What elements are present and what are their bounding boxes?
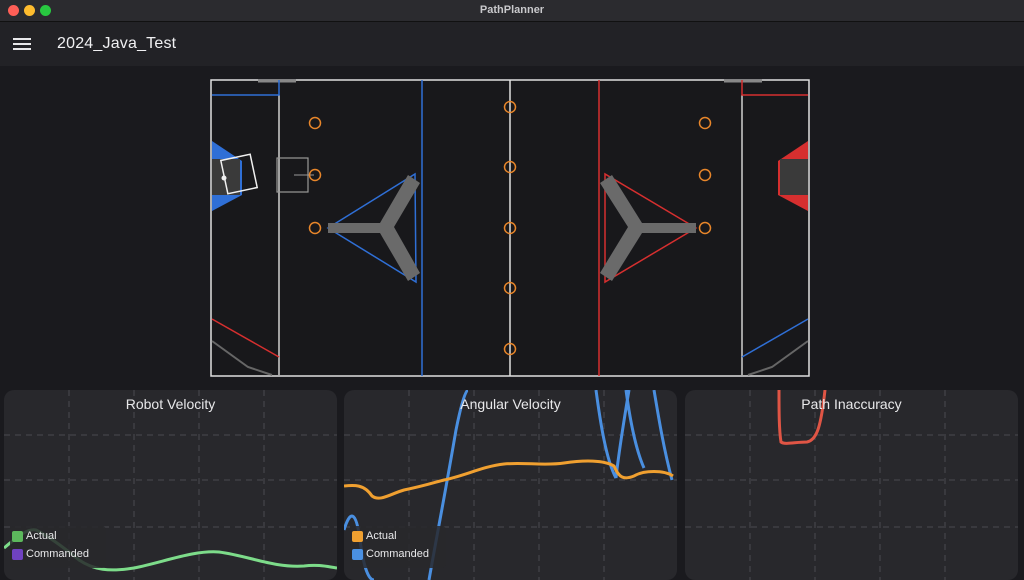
close-window-button[interactable] [8, 5, 19, 16]
legend-label: Commanded [366, 548, 429, 560]
legend-label: Actual [366, 530, 397, 542]
legend-swatch [12, 549, 23, 560]
legend-swatch [352, 531, 363, 542]
legend-item-actual: Actual [350, 528, 446, 544]
field-canvas[interactable] [210, 79, 810, 377]
robot-velocity-legend: Actual Commanded [10, 526, 106, 568]
angular-velocity-card: Angular Velocity Actual Commanded [344, 390, 677, 580]
field-drawing [210, 79, 810, 377]
menu-icon[interactable] [12, 34, 32, 54]
robot-velocity-title: Robot Velocity [125, 396, 216, 412]
angular-velocity-legend: Actual Commanded [350, 526, 446, 568]
window-title: PathPlanner [479, 4, 545, 16]
legend-item-commanded: Commanded [10, 546, 106, 562]
angular-velocity-title: Angular Velocity [460, 396, 561, 412]
legend-item-commanded: Commanded [350, 546, 446, 562]
legend-item-actual: Actual [10, 528, 106, 544]
window-titlebar: PathPlanner [0, 0, 1024, 22]
maximize-window-button[interactable] [40, 5, 51, 16]
legend-swatch [352, 549, 363, 560]
path-inaccuracy-plot [685, 390, 1018, 580]
legend-label: Commanded [26, 548, 89, 560]
legend-swatch [12, 531, 23, 542]
path-inaccuracy-card: Path Inaccuracy [685, 390, 1018, 580]
project-title: 2024_Java_Test [57, 35, 177, 52]
legend-label: Actual [26, 530, 57, 542]
app-bar: 2024_Java_Test [0, 22, 1024, 66]
path-inaccuracy-title: Path Inaccuracy [801, 396, 902, 412]
minimize-window-button[interactable] [24, 5, 35, 16]
robot-velocity-card: Robot Velocity Actual Commanded [4, 390, 337, 580]
